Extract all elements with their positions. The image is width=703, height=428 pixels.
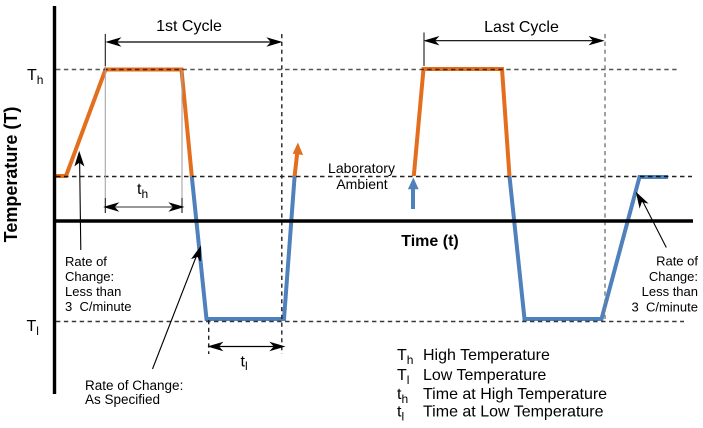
- svg-text:Rate of Change:: Rate of Change:: [85, 378, 183, 393]
- svg-text:Low Temperature: Low Temperature: [423, 367, 546, 384]
- svg-text:tl: tl: [397, 403, 404, 423]
- svg-text:Tl: Tl: [27, 318, 39, 338]
- svg-text:th: th: [397, 386, 408, 406]
- svg-text:tl: tl: [241, 354, 248, 374]
- svg-text:Tl: Tl: [397, 367, 409, 387]
- svg-text:Time at Low Temperature: Time at Low Temperature: [423, 403, 604, 420]
- svg-text:Laboratory: Laboratory: [328, 160, 395, 176]
- svg-text:Less than: Less than: [642, 284, 698, 299]
- svg-text:Change:: Change:: [649, 269, 698, 284]
- svg-text:3 C/minute: 3 C/minute: [632, 300, 698, 315]
- svg-text:Rate of: Rate of: [65, 254, 107, 269]
- svg-text:Change:: Change:: [65, 269, 114, 284]
- svg-text:1st Cycle: 1st Cycle: [156, 18, 222, 35]
- svg-text:Time (t): Time (t): [401, 233, 458, 250]
- svg-text:Time at High Temperature: Time at High Temperature: [423, 386, 607, 403]
- svg-text:Ambient: Ambient: [336, 176, 387, 192]
- svg-text:3 C/minute: 3 C/minute: [65, 299, 131, 314]
- svg-text:High Temperature: High Temperature: [423, 347, 550, 364]
- svg-text:Rate of: Rate of: [656, 254, 698, 269]
- svg-text:Last Cycle: Last Cycle: [484, 19, 559, 36]
- svg-text:Less than: Less than: [65, 284, 121, 299]
- svg-text:As Specified: As Specified: [85, 392, 160, 407]
- svg-text:th: th: [137, 181, 148, 201]
- svg-text:Temperature (T): Temperature (T): [1, 107, 21, 243]
